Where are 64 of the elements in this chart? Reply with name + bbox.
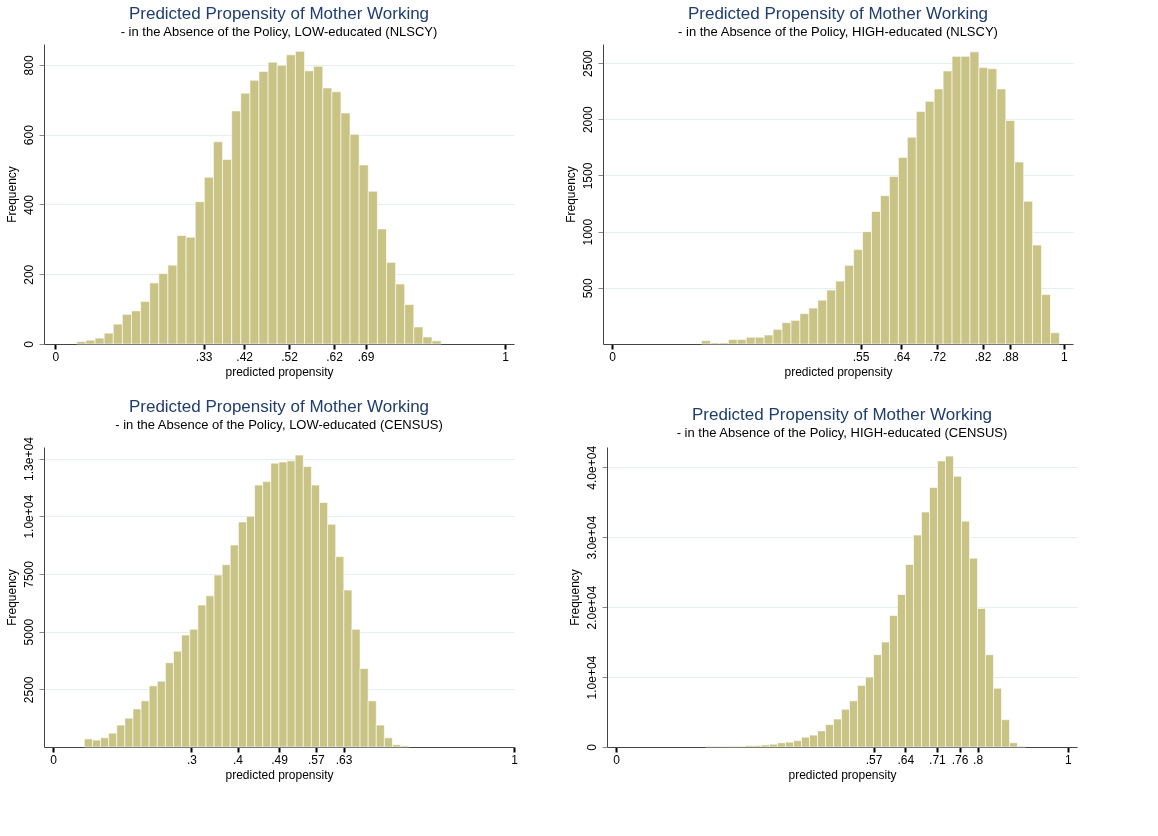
y-axis-title: Frequency — [4, 166, 19, 223]
x-tick-label: .82 — [974, 349, 992, 364]
x-axis-title: predicted propensity — [225, 364, 334, 379]
x-tick-label: .62 — [326, 349, 344, 364]
x-tick-label: .8 — [973, 752, 984, 767]
x-tick-label: .4 — [233, 752, 244, 767]
x-tick-label: .57 — [865, 752, 883, 767]
y-axis-title: Frequency — [563, 166, 578, 223]
y-tick-label: 200 — [21, 264, 36, 285]
x-tick-label: .55 — [852, 349, 870, 364]
x-tick-label: 1 — [1065, 752, 1073, 767]
y-tick-label: 2500 — [21, 676, 36, 704]
chart-title: Predicted Propensity of Mother Working — [691, 405, 993, 425]
x-tick-label: .88 — [1001, 349, 1019, 364]
y-tick-label: 600 — [21, 124, 36, 146]
y-axis-title: Frequency — [567, 569, 582, 626]
x-axis-title: predicted propensity — [788, 767, 897, 782]
x-tick-label: .33 — [195, 349, 213, 364]
x-tick-label: .69 — [357, 349, 375, 364]
chart-subtitle: - in the Absence of the Policy, HIGH-educated (NLSCY) — [678, 24, 998, 39]
x-tick-label: .71 — [929, 752, 947, 767]
x-tick-label: 0 — [613, 752, 621, 767]
x-tick-label: 0 — [50, 752, 58, 767]
chart-subtitle: - in the Absence of the Policy, LOW-educated (NLSCY) — [120, 24, 438, 39]
y-tick-label: 2500 — [580, 49, 595, 77]
x-tick-label: .52 — [281, 349, 299, 364]
x-tick-label: .63 — [335, 752, 353, 767]
y-tick-label: 1.0e+04 — [584, 655, 599, 700]
y-tick-label: 3.0e+04 — [584, 515, 599, 560]
x-tick-label: 1 — [1061, 349, 1069, 364]
x-axis-title: predicted propensity — [225, 767, 334, 782]
y-tick-label: 1000 — [580, 218, 595, 246]
x-tick-label: .57 — [308, 752, 326, 767]
y-tick-label: 1500 — [580, 162, 595, 190]
x-tick-label: 0 — [52, 349, 60, 364]
x-axis-title: predicted propensity — [784, 364, 893, 379]
y-tick-label: 800 — [21, 55, 36, 76]
x-tick-label: .76 — [951, 752, 969, 767]
x-tick-label: .49 — [271, 752, 289, 767]
y-tick-label: 7500 — [21, 560, 36, 588]
y-tick-label: 500 — [580, 277, 595, 299]
chart-title: Predicted Propensity of Mother Working — [687, 4, 989, 23]
chart-title: Predicted Propensity of Mother Working — [128, 4, 430, 23]
y-tick-label: 1.0e+04 — [21, 494, 36, 539]
y-tick-label: 2.0e+04 — [584, 585, 599, 630]
y-tick-label: 0 — [21, 340, 36, 348]
y-tick-label: 400 — [21, 194, 36, 215]
x-tick-label: 0 — [609, 349, 617, 364]
y-axis-title: Frequency — [4, 569, 19, 626]
y-tick-label: 0 — [584, 743, 599, 751]
x-tick-label: .3 — [186, 752, 198, 767]
x-tick-label: .42 — [236, 349, 254, 364]
x-tick-label: .72 — [929, 349, 947, 364]
chart-subtitle: - in the Absence of the Policy, HIGH-educated (CENSUS) — [676, 425, 1008, 441]
y-tick-label: 4.0e+04 — [584, 445, 599, 490]
chart-title: Predicted Propensity of Mother Working — [128, 396, 430, 416]
chart-subtitle: - in the Absence of the Policy, LOW-educated (CENSUS) — [115, 416, 443, 432]
x-tick-label: 1 — [511, 752, 519, 767]
x-tick-label: .64 — [897, 752, 915, 767]
x-tick-label: .64 — [893, 349, 911, 364]
y-tick-label: 1.3e+04 — [21, 436, 36, 481]
y-tick-label: 2000 — [580, 106, 595, 134]
y-tick-label: 5000 — [21, 618, 36, 646]
x-tick-label: 1 — [502, 349, 510, 364]
